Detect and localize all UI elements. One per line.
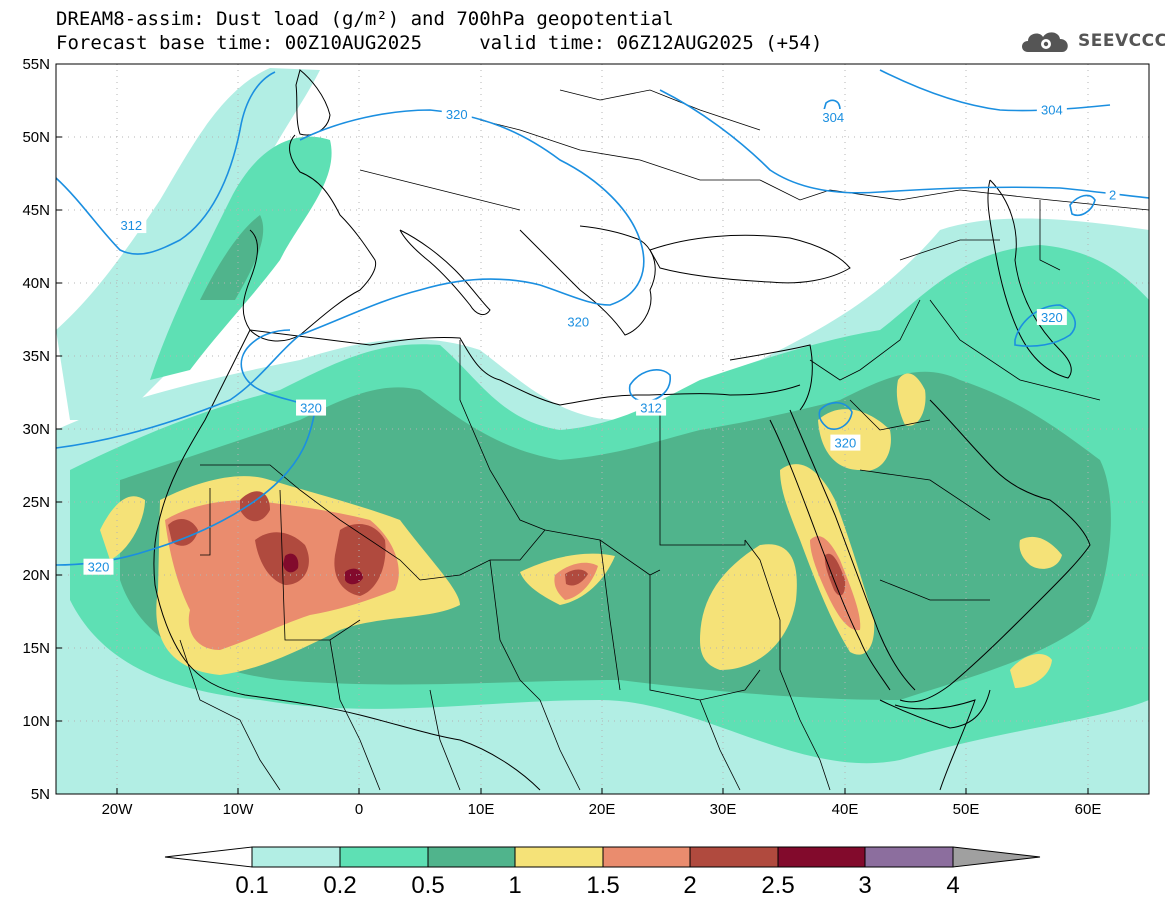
lat-label: 25N	[22, 494, 50, 511]
lat-label: 35N	[22, 348, 50, 365]
country-borders	[179, 89, 1149, 791]
contour-label: 320	[446, 107, 468, 122]
contour-label: 320	[835, 436, 857, 451]
colorbar-swatch	[514, 846, 604, 868]
contour-label: 2	[1109, 187, 1116, 202]
map-plot-area: 320 304 304 312 320 320 312 320 320 320 2	[56, 64, 1149, 794]
contour-label-bg	[563, 313, 594, 330]
lat-label: 50N	[22, 129, 50, 146]
lat-label: 20N	[22, 567, 50, 584]
contour-label-bg	[296, 399, 327, 416]
longitude-labels: 20W 10W 0 10E 20E 30E 40E 50E 60E	[102, 801, 1102, 818]
lon-label: 30E	[710, 801, 737, 818]
contour-label: 320	[88, 560, 110, 575]
colorbar-swatch	[602, 846, 691, 868]
axis-ticks	[56, 63, 1089, 795]
contour-label-bg	[441, 106, 472, 123]
colorbar-label: 0.2	[323, 872, 356, 899]
logo-text: SEEVCCC	[1078, 31, 1165, 51]
contour-label: 312	[640, 401, 662, 416]
lon-label: 60E	[1075, 801, 1102, 818]
contour-label: 304	[822, 110, 844, 125]
contour-label-bg	[818, 109, 849, 126]
latitude-labels: 55N 50N 45N 40N 35N 30N 25N 20N 15N 10N …	[22, 56, 50, 803]
lon-label: 20W	[102, 801, 134, 818]
contour-label: 320	[300, 401, 322, 416]
lon-label: 20E	[589, 801, 616, 818]
colorbar-swatch	[339, 846, 429, 868]
lat-label: 15N	[22, 640, 50, 657]
contour-label: 312	[120, 218, 142, 233]
contour-label: 320	[567, 314, 589, 329]
colorbar-swatch	[777, 846, 866, 868]
lat-lon-grid	[56, 64, 1149, 794]
contour-label-bg	[636, 399, 667, 416]
colorbar-swatch	[689, 846, 779, 868]
lat-label: 40N	[22, 275, 50, 292]
lat-label: 5N	[31, 786, 50, 803]
contour-label-bg	[1036, 309, 1067, 326]
contour-label-bg	[83, 558, 114, 575]
map-title: DREAM8-assim: Dust load (g/m²) and 700hP…	[56, 8, 674, 30]
contour-labels: 320 304 304 312 320 320 312 320 320 320 2	[83, 101, 1120, 575]
colorbar: 0.1 0.2 0.5 1 1.5 2 2.5 3 4	[164, 846, 1041, 899]
colorbar-low-arrow	[164, 846, 253, 868]
coastlines	[153, 69, 1091, 791]
lon-label: 10W	[223, 801, 255, 818]
seevccc-logo: SEEVCCC	[1018, 26, 1165, 56]
lat-label: 45N	[22, 202, 50, 219]
colorbar-label: 4	[946, 872, 959, 899]
contour-label: 320	[1041, 310, 1063, 325]
colorbar-swatch	[427, 846, 516, 868]
colorbar-label: 2.5	[761, 872, 794, 899]
colorbar-high-arrow	[952, 846, 1041, 868]
cloud-gear-icon	[1022, 32, 1068, 52]
lon-label: 50E	[953, 801, 980, 818]
contour-label: 304	[1041, 103, 1063, 118]
colorbar-label: 1	[508, 872, 521, 899]
colorbar-label: 2	[683, 872, 696, 899]
colorbar-label: 0.1	[235, 872, 268, 899]
colorbar-swatch	[864, 846, 954, 868]
lon-label: 40E	[832, 801, 859, 818]
colorbar-label: 3	[858, 872, 871, 899]
contour-label-bg	[1036, 101, 1067, 118]
lat-label: 30N	[22, 421, 50, 438]
lat-label: 55N	[22, 56, 50, 73]
lon-label: 0	[355, 801, 363, 818]
colorbar-label: 1.5	[586, 872, 619, 899]
lat-label: 10N	[22, 713, 50, 730]
contour-label-bg	[116, 217, 147, 234]
lon-label: 10E	[468, 801, 495, 818]
contour-label-bg	[830, 434, 861, 451]
colorbar-swatch	[251, 846, 341, 868]
contour-label-bg	[1105, 186, 1120, 203]
map-subtitle: Forecast base time: 00Z10AUG2025 valid t…	[56, 32, 823, 54]
colorbar-label: 0.5	[411, 872, 444, 899]
